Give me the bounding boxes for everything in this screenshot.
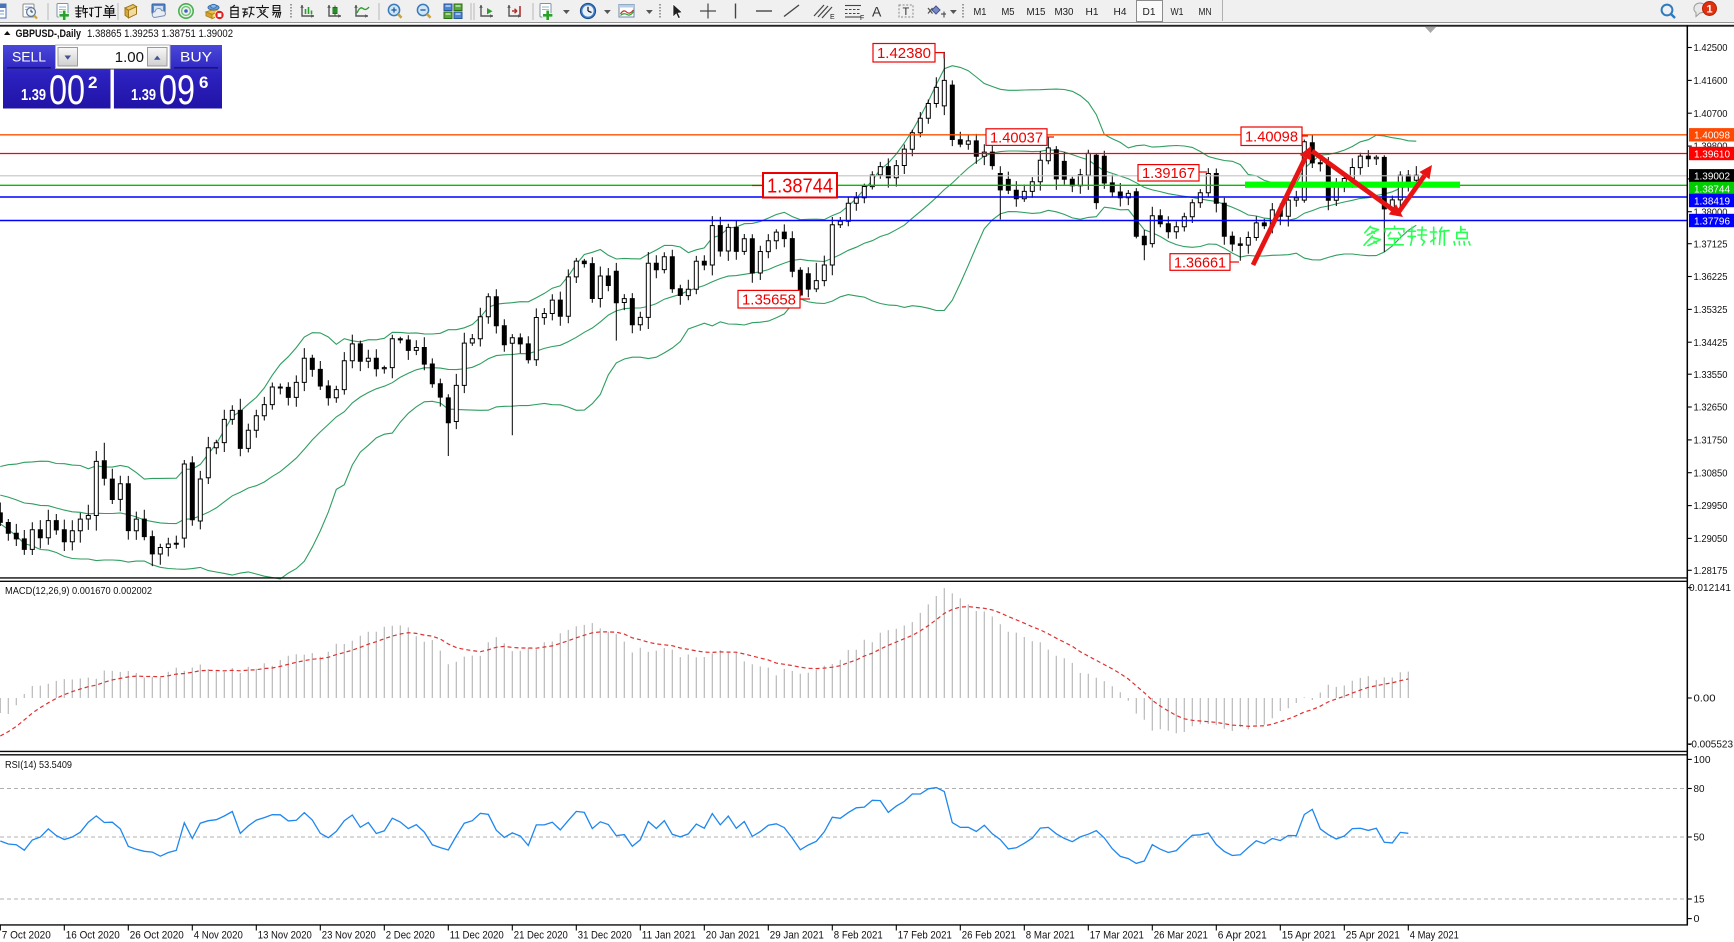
svg-text:1.38744: 1.38744 xyxy=(767,175,833,197)
svg-text:1.40098: 1.40098 xyxy=(1694,130,1730,142)
svg-text:1.28175: 1.28175 xyxy=(1694,565,1728,577)
svg-text:1.37125: 1.37125 xyxy=(1694,238,1728,250)
svg-text:17 Mar 2021: 17 Mar 2021 xyxy=(1090,930,1144,942)
svg-text:1.34425: 1.34425 xyxy=(1694,337,1728,349)
svg-text:2 Dec 2020: 2 Dec 2020 xyxy=(386,930,435,942)
svg-text:RSI(14) 53.5409: RSI(14) 53.5409 xyxy=(5,759,72,771)
svg-text:1.40700: 1.40700 xyxy=(1694,108,1728,120)
svg-text:20 Jan 2021: 20 Jan 2021 xyxy=(706,930,760,942)
svg-text:8 Feb 2021: 8 Feb 2021 xyxy=(834,930,883,942)
svg-text:15 Apr 2021: 15 Apr 2021 xyxy=(1282,930,1336,942)
svg-text:1.42500: 1.42500 xyxy=(1694,42,1728,54)
svg-text:1.36661: 1.36661 xyxy=(1174,254,1226,271)
svg-text:1.42380: 1.42380 xyxy=(877,45,931,62)
svg-text:25 Apr 2021: 25 Apr 2021 xyxy=(1346,930,1400,942)
svg-text:1.39167: 1.39167 xyxy=(1142,165,1195,182)
svg-text:26 Mar 2021: 26 Mar 2021 xyxy=(1154,930,1208,942)
svg-text:SELL: SELL xyxy=(12,49,46,65)
svg-text:4 Nov 2020: 4 Nov 2020 xyxy=(194,930,243,942)
svg-text:GBPUSD-,Daily: GBPUSD-,Daily xyxy=(16,28,82,40)
svg-text:1.35658: 1.35658 xyxy=(742,292,796,309)
svg-text:0.00: 0.00 xyxy=(1694,693,1716,705)
svg-text:1.00: 1.00 xyxy=(115,49,144,66)
svg-text:00: 00 xyxy=(49,66,85,113)
svg-text:1.35325: 1.35325 xyxy=(1694,304,1728,316)
svg-text:1.40037: 1.40037 xyxy=(990,130,1043,147)
svg-text:1.39: 1.39 xyxy=(21,87,46,104)
svg-text:W1: W1 xyxy=(1171,6,1184,18)
svg-text:M5: M5 xyxy=(1002,6,1015,18)
svg-text:1.39002: 1.39002 xyxy=(1694,171,1730,183)
svg-text:A: A xyxy=(872,4,882,20)
svg-text:M1: M1 xyxy=(974,6,987,18)
svg-text:1: 1 xyxy=(1706,4,1712,16)
svg-text:50: 50 xyxy=(1694,832,1705,844)
svg-text:MACD(12,26,9) 0.001670 0.00200: MACD(12,26,9) 0.001670 0.002002 xyxy=(5,585,152,597)
svg-text:1.38865 1.39253 1.38751 1.3900: 1.38865 1.39253 1.38751 1.39002 xyxy=(87,28,233,40)
svg-text:F: F xyxy=(860,15,864,22)
svg-text:1.41600: 1.41600 xyxy=(1694,75,1728,87)
svg-text:8 Mar 2021: 8 Mar 2021 xyxy=(1026,930,1075,942)
svg-text:1.40098: 1.40098 xyxy=(1245,129,1298,146)
svg-text:16 Oct 2020: 16 Oct 2020 xyxy=(66,930,120,942)
svg-text:1.38744: 1.38744 xyxy=(1694,183,1730,195)
svg-text:1.29050: 1.29050 xyxy=(1694,533,1728,545)
svg-text:T: T xyxy=(903,6,910,18)
svg-text:1.37796: 1.37796 xyxy=(1694,215,1730,227)
svg-text:1.36225: 1.36225 xyxy=(1694,271,1728,283)
svg-text:1.31750: 1.31750 xyxy=(1694,435,1728,447)
svg-text:1.32650: 1.32650 xyxy=(1694,402,1728,414)
svg-text:26 Feb 2021: 26 Feb 2021 xyxy=(962,930,1016,942)
svg-text:7 Oct 2020: 7 Oct 2020 xyxy=(2,930,51,942)
svg-text:23 Nov 2020: 23 Nov 2020 xyxy=(322,930,376,942)
svg-text:1.39: 1.39 xyxy=(131,87,156,104)
svg-text:29 Jan 2021: 29 Jan 2021 xyxy=(770,930,824,942)
svg-text:11 Dec 2020: 11 Dec 2020 xyxy=(450,930,504,942)
svg-text:17 Feb 2021: 17 Feb 2021 xyxy=(898,930,952,942)
svg-text:80: 80 xyxy=(1694,783,1705,795)
svg-text:21 Dec 2020: 21 Dec 2020 xyxy=(514,930,568,942)
svg-text:4 May 2021: 4 May 2021 xyxy=(1410,930,1459,942)
svg-text:BUY: BUY xyxy=(180,49,213,65)
svg-text:E: E xyxy=(830,14,835,21)
svg-text:MN: MN xyxy=(1199,6,1212,18)
svg-text:6: 6 xyxy=(199,73,208,92)
svg-text:100: 100 xyxy=(1694,754,1711,766)
svg-text:0.012141: 0.012141 xyxy=(1689,582,1731,594)
svg-text:1.33550: 1.33550 xyxy=(1694,369,1728,381)
svg-text:H4: H4 xyxy=(1114,6,1127,18)
svg-text:31 Dec 2020: 31 Dec 2020 xyxy=(578,930,632,942)
svg-text:M15: M15 xyxy=(1027,6,1046,18)
svg-text:1.39610: 1.39610 xyxy=(1694,148,1730,160)
svg-text:15: 15 xyxy=(1694,894,1705,906)
svg-text:26 Oct 2020: 26 Oct 2020 xyxy=(130,930,184,942)
svg-text:0: 0 xyxy=(1694,913,1700,925)
svg-text:09: 09 xyxy=(159,66,195,113)
svg-text:1.30850: 1.30850 xyxy=(1694,467,1728,479)
svg-text:6 Apr 2021: 6 Apr 2021 xyxy=(1218,930,1267,942)
svg-text:H1: H1 xyxy=(1086,6,1099,18)
svg-text:1.29950: 1.29950 xyxy=(1694,500,1728,512)
svg-text:D1: D1 xyxy=(1143,6,1156,18)
svg-text:13 Nov 2020: 13 Nov 2020 xyxy=(258,930,312,942)
svg-text:11 Jan 2021: 11 Jan 2021 xyxy=(642,930,696,942)
svg-text:-0.005523: -0.005523 xyxy=(1688,739,1733,751)
svg-text:1.38419: 1.38419 xyxy=(1694,195,1730,207)
svg-text:M30: M30 xyxy=(1055,6,1074,18)
svg-text:2: 2 xyxy=(88,73,97,92)
